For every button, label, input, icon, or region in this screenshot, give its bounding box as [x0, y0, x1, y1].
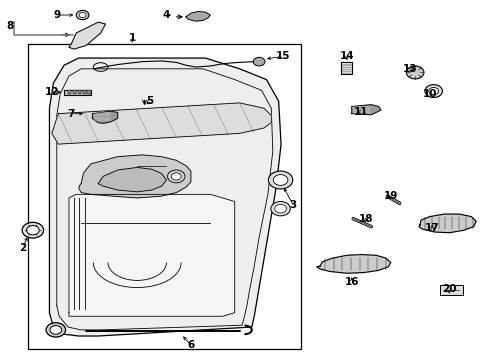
Circle shape [253, 57, 264, 66]
Circle shape [79, 13, 86, 18]
Polygon shape [98, 167, 166, 192]
Circle shape [274, 204, 286, 213]
Polygon shape [340, 62, 351, 74]
Text: 20: 20 [441, 284, 456, 294]
Circle shape [171, 173, 181, 180]
Circle shape [76, 10, 89, 20]
Polygon shape [92, 111, 118, 123]
Text: 11: 11 [353, 107, 368, 117]
Text: 3: 3 [289, 200, 296, 210]
Polygon shape [351, 105, 380, 115]
Circle shape [26, 226, 39, 235]
Text: 6: 6 [187, 340, 194, 350]
Circle shape [424, 85, 442, 98]
Polygon shape [52, 103, 271, 144]
Text: 2: 2 [19, 243, 26, 253]
Circle shape [46, 323, 65, 337]
Circle shape [167, 170, 184, 183]
Bar [87, 90, 91, 94]
Polygon shape [316, 255, 390, 273]
Text: 8: 8 [7, 21, 14, 31]
Text: 9: 9 [53, 10, 60, 20]
Text: 18: 18 [358, 215, 373, 224]
Polygon shape [49, 58, 281, 336]
Text: 15: 15 [276, 51, 290, 61]
Polygon shape [64, 90, 91, 95]
Circle shape [268, 171, 292, 189]
Text: 16: 16 [344, 277, 358, 287]
Circle shape [406, 66, 423, 79]
Polygon shape [69, 22, 105, 49]
Text: 12: 12 [44, 87, 59, 97]
Bar [439, 285, 462, 296]
Text: 7: 7 [67, 109, 75, 119]
Bar [68, 90, 71, 94]
Text: 17: 17 [424, 224, 439, 233]
Text: 14: 14 [339, 51, 353, 61]
Polygon shape [69, 194, 234, 316]
Circle shape [270, 202, 290, 216]
Circle shape [22, 222, 43, 238]
Text: 1: 1 [128, 33, 136, 43]
Bar [82, 90, 86, 94]
Bar [78, 90, 81, 94]
Text: 10: 10 [422, 89, 436, 99]
Polygon shape [185, 12, 210, 21]
Text: 4: 4 [163, 10, 170, 20]
Circle shape [273, 175, 287, 185]
Polygon shape [418, 214, 475, 233]
Bar [73, 90, 76, 94]
Polygon shape [79, 155, 190, 198]
Circle shape [50, 325, 61, 334]
Circle shape [428, 87, 438, 95]
Bar [27, 44, 300, 348]
Text: 5: 5 [145, 96, 153, 106]
Text: 19: 19 [383, 191, 397, 201]
Text: 13: 13 [402, 64, 417, 74]
